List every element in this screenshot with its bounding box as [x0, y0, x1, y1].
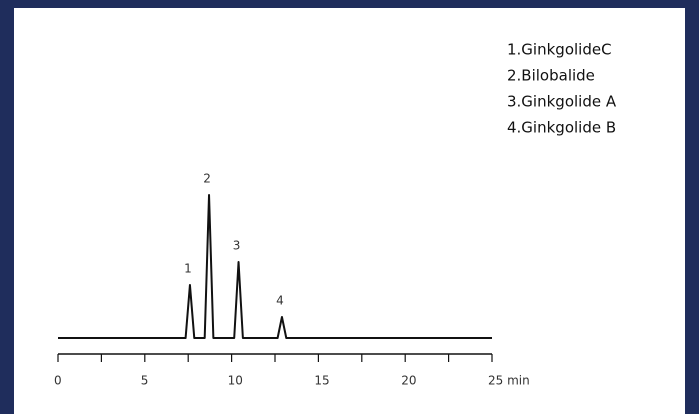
trace: [58, 194, 492, 339]
x-tick-label: 20: [401, 374, 416, 388]
x-tick-label: 5: [141, 374, 149, 388]
peak-label: 3: [233, 239, 241, 253]
peak-label: 2: [203, 172, 211, 186]
panel: [14, 8, 685, 414]
legend-text: 1.GinkgolideC: [507, 41, 612, 59]
peak-label: 4: [276, 294, 284, 308]
x-tick-label: 25 min: [488, 374, 530, 388]
legend-text: 3.Ginkgolide A: [507, 93, 617, 111]
x-tick-label: 10: [228, 374, 243, 388]
peak-label: 1: [184, 262, 192, 276]
legend-text: 4.Ginkgolide B: [507, 119, 616, 137]
legend-text: 2.Bilobalide: [507, 67, 595, 85]
x-tick-label: 0: [54, 374, 62, 388]
x-tick-label: 15: [314, 374, 329, 388]
